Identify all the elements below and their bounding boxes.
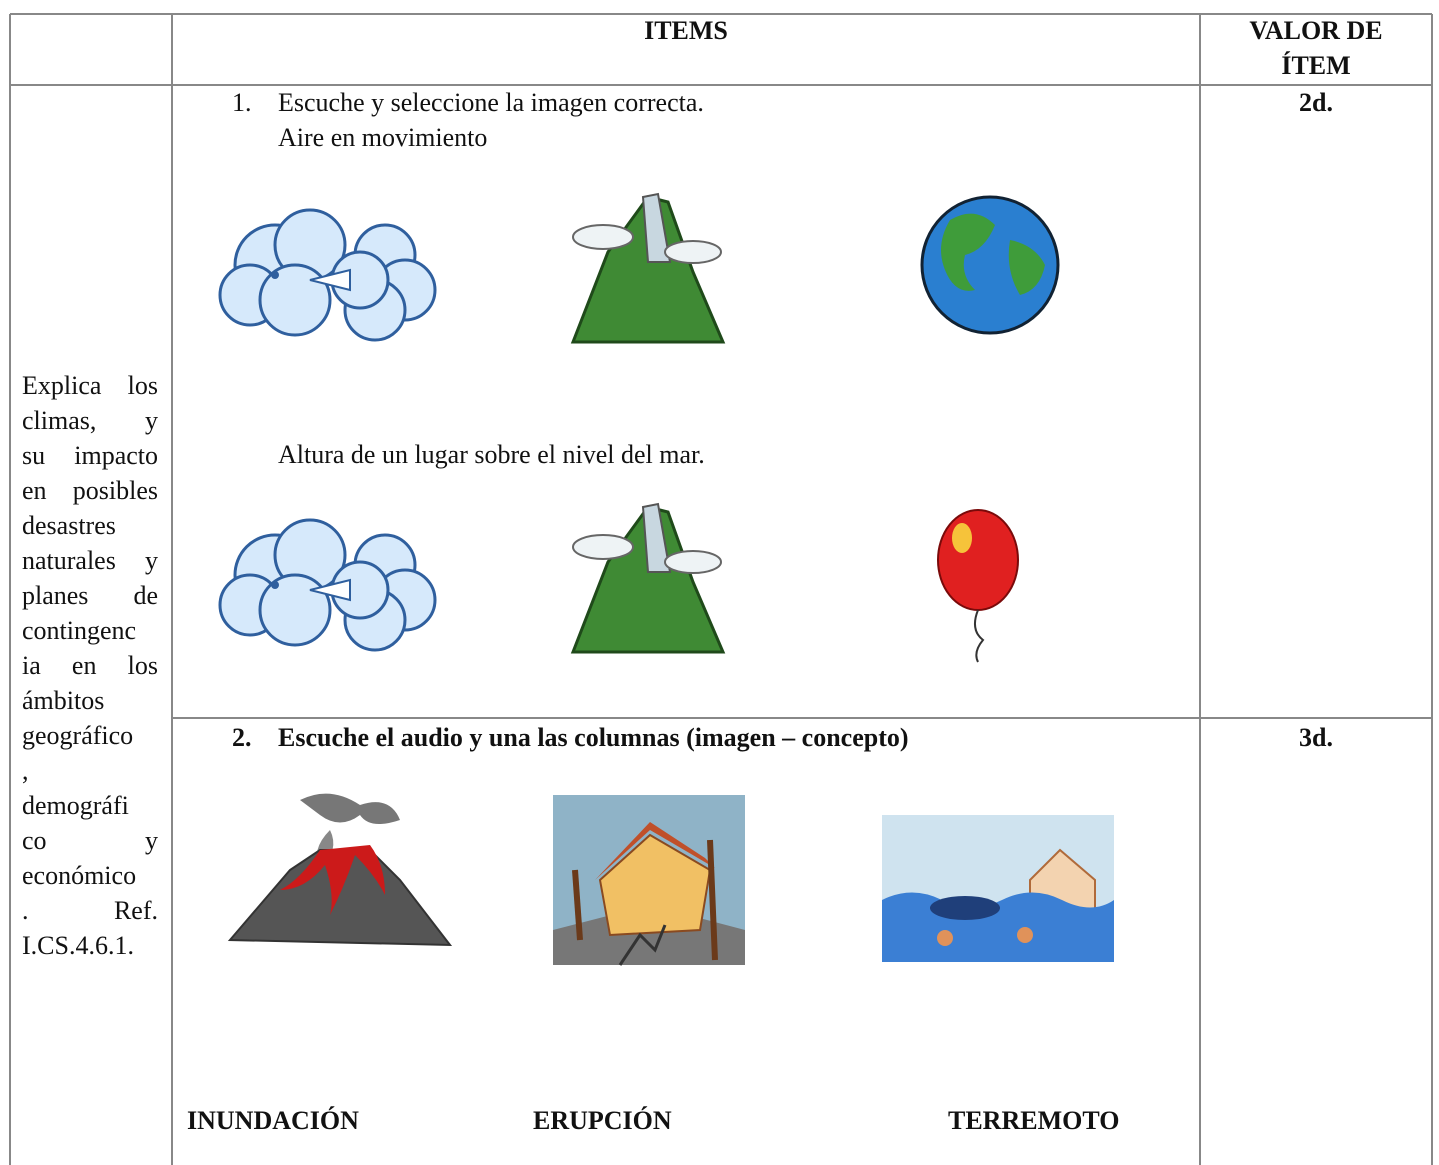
indicator-line: su impacto: [22, 441, 158, 470]
mountain-image: [571, 502, 725, 654]
item-prompt: Altura de un lugar sobre el nivel del ma…: [278, 440, 705, 469]
indicator-line: Explica los: [22, 371, 158, 400]
mountain-image: [571, 192, 725, 344]
indicator-line: desastres: [22, 511, 116, 540]
item-number: 1.: [232, 88, 252, 117]
indicator-cell: Explica los climas, y su impacto en posible…: [22, 368, 158, 963]
indicator-line: económico: [22, 861, 137, 890]
flood-image: [882, 815, 1114, 962]
earth-image: [920, 195, 1060, 335]
concept-label: INUNDACIÓN: [187, 1106, 359, 1135]
wind-image: [218, 518, 437, 652]
item-value: 2d.: [1299, 88, 1333, 117]
indicator-line: planes de: [22, 581, 158, 610]
item-value: 3d.: [1299, 723, 1333, 752]
item-prompt: Aire en movimiento: [278, 123, 487, 152]
table-borders: [9, 13, 1433, 1165]
header-value: ÍTEM: [1281, 51, 1350, 80]
header-value: VALOR DE: [1249, 16, 1382, 45]
balloon-image: [937, 509, 1019, 663]
indicator-line: climas, y: [22, 406, 158, 435]
header-items: ITEMS: [644, 16, 728, 45]
indicator-line: geográfico: [22, 721, 134, 750]
indicator-line: co y: [22, 826, 158, 855]
indicator-line: I.CS.4.6.1.: [22, 931, 134, 960]
wind-image: [218, 208, 437, 342]
earthquake-image: [553, 795, 745, 966]
concept-label: TERREMOTO: [948, 1106, 1119, 1135]
indicator-line: en posibles: [22, 476, 158, 505]
indicator-line: demográfi: [22, 791, 129, 820]
item-instruction: Escuche el audio y una las columnas (ima…: [278, 723, 909, 752]
indicator-line: ,: [22, 756, 29, 785]
indicator-line: . Ref.: [22, 896, 158, 925]
indicator-line: ámbitos: [22, 686, 105, 715]
item-number: 2.: [232, 723, 252, 752]
item-instruction: Escuche y seleccione la imagen correcta.: [278, 88, 704, 117]
indicator-line: naturales y: [22, 546, 158, 575]
volcano-image: [227, 793, 453, 947]
concept-label: ERUPCIÓN: [533, 1106, 672, 1135]
indicator-line: contingenc: [22, 616, 137, 645]
indicator-line: ia en los: [22, 651, 158, 680]
